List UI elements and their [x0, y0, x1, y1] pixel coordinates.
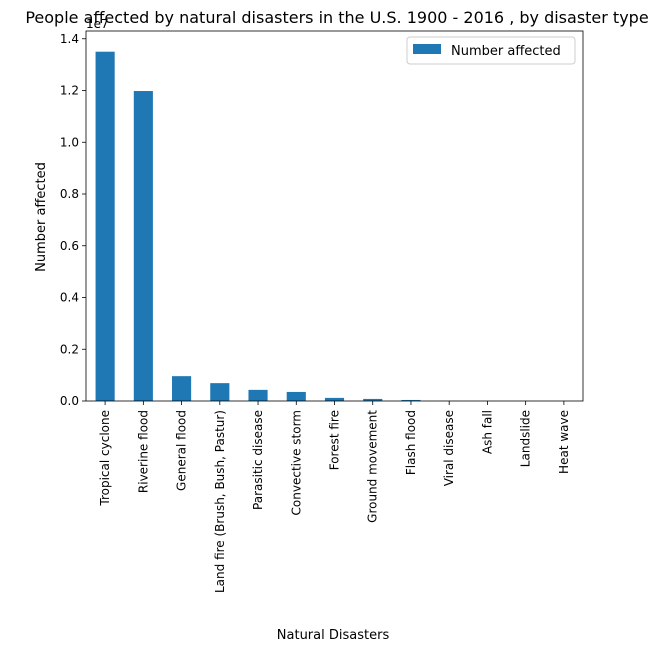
bar: [286, 391, 306, 401]
bar: [172, 376, 192, 401]
x-tick-label: Flash flood: [404, 410, 418, 475]
y-offset-label: 1e7: [86, 17, 109, 31]
chart-title: People affected by natural disasters in …: [25, 8, 648, 27]
x-axis-label: Natural Disasters: [277, 628, 390, 643]
legend: Number affected: [406, 36, 576, 65]
x-tick-label: Forest fire: [328, 410, 342, 470]
y-tick-label: 1.2: [60, 84, 79, 98]
y-tick-label: 1.0: [60, 135, 79, 149]
bar: [248, 389, 268, 401]
y-tick-label: 0.0: [60, 394, 79, 408]
bar: [363, 398, 383, 401]
y-tick-label: 0.8: [60, 187, 79, 201]
y-tick-label: 0.2: [60, 342, 79, 356]
x-tick-label: Ground movement: [366, 410, 380, 523]
bar: [401, 399, 421, 401]
x-tick-label: Viral disease: [442, 410, 456, 486]
x-tick-label: Tropical cyclone: [98, 410, 112, 507]
bar: [95, 51, 115, 401]
y-tick-label: 0.6: [60, 239, 79, 253]
y-tick-label: 0.4: [60, 291, 79, 305]
axes-frame: [85, 30, 584, 402]
legend-swatch: [413, 44, 441, 54]
bar: [133, 91, 153, 402]
x-tick-label: Parasitic disease: [251, 410, 265, 510]
x-tick-label: Riverine flood: [136, 410, 150, 493]
x-tick-label: Heat wave: [557, 410, 571, 474]
x-tick-label: Ash fall: [480, 410, 494, 454]
plot-area: 0.0 0.2 0.4 0.6 0.8 1.0 1.2 1.4 Tropical cyclone…: [60, 30, 584, 593]
bar: [324, 397, 345, 401]
legend-frame: [406, 36, 576, 65]
x-tick-label: Land fire (Brush, Bush, Pastur): [213, 410, 227, 593]
x-tick-label: Convective storm: [289, 410, 303, 515]
y-axis-label: Number affected: [34, 162, 49, 272]
y-tick-label: 1.4: [60, 32, 79, 46]
x-tick-label: General flood: [175, 410, 189, 491]
legend-label: Number affected: [451, 44, 561, 59]
bar: [210, 383, 230, 401]
x-tick-label: Landslide: [519, 410, 533, 467]
